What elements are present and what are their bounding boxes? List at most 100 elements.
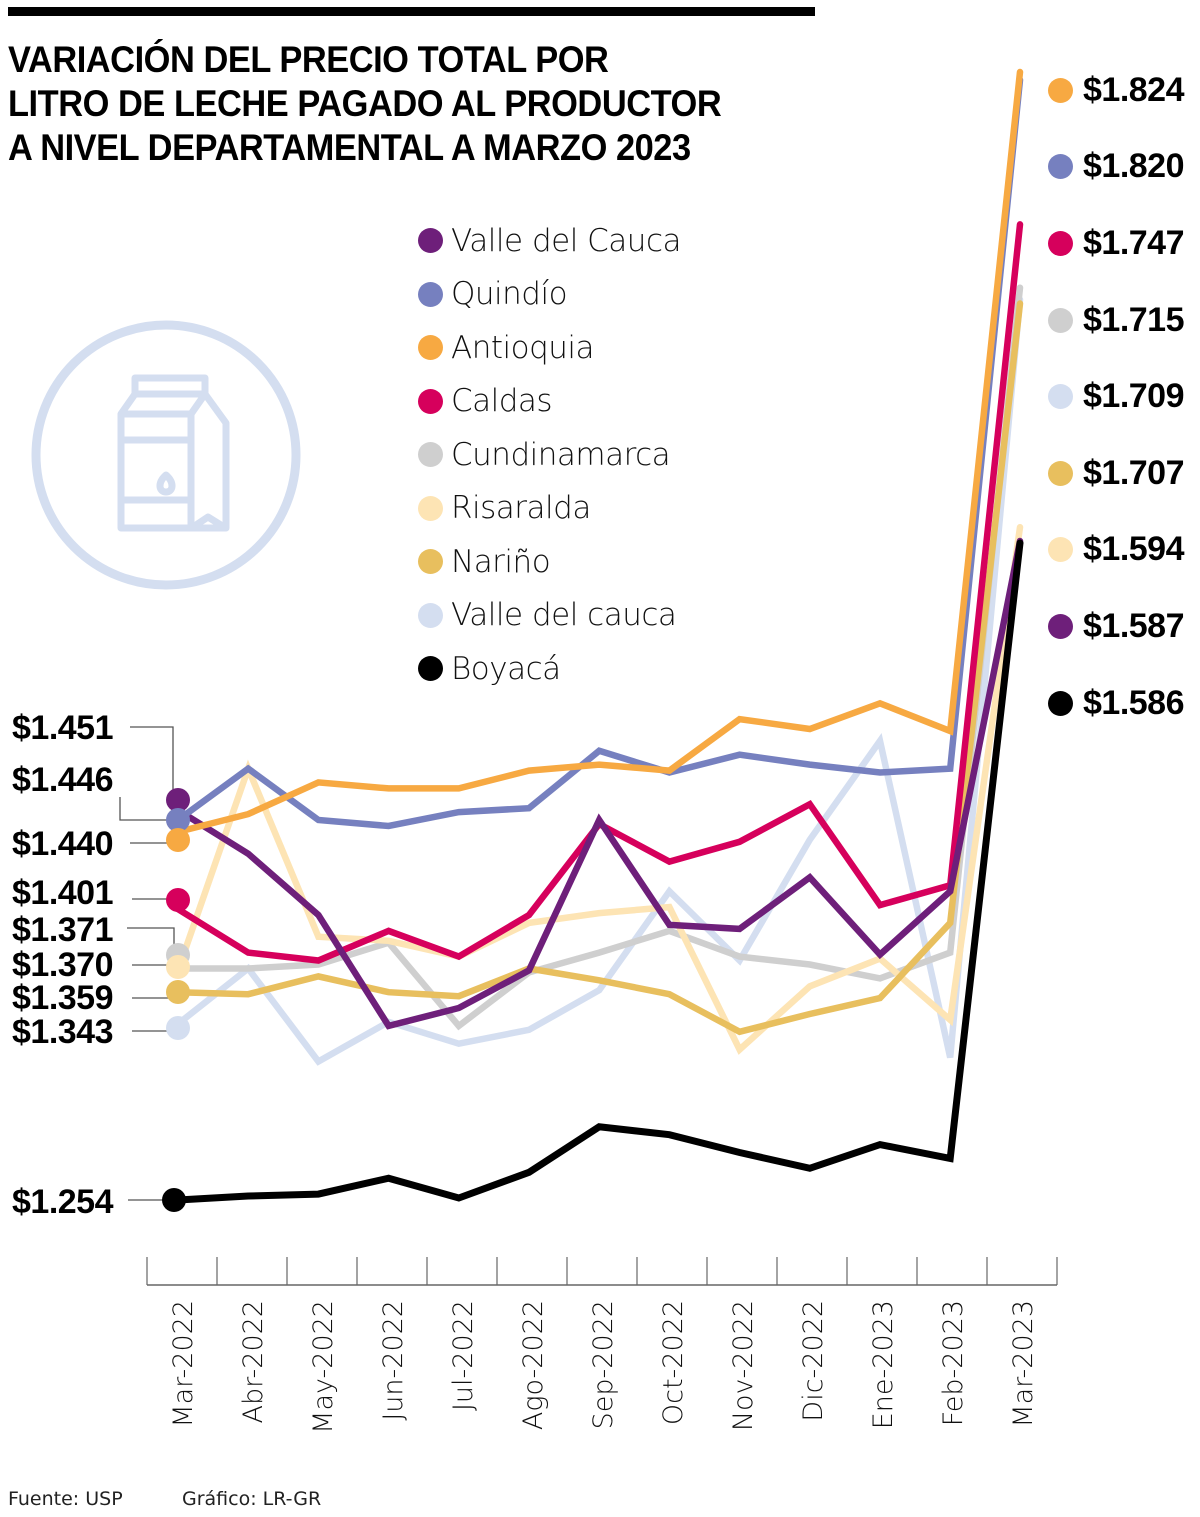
start-marker <box>166 828 190 852</box>
source-note: Fuente: USP <box>8 1488 123 1510</box>
x-tick-labels: Mar-2022 Abr-2022 May-2022 Jun-2022 Jul-2022… <box>168 1300 1039 1434</box>
start-value-label: $1.371 <box>12 911 114 949</box>
legend-swatch <box>418 335 443 361</box>
end-value-label: $1.824 <box>1083 70 1185 109</box>
end-value-swatch <box>1048 460 1073 486</box>
leader-lines <box>119 726 175 1201</box>
leader-line <box>127 927 175 950</box>
legend-swatch <box>418 228 443 254</box>
x-tick-label: Feb-2023 <box>938 1300 969 1426</box>
end-value-swatch <box>1048 230 1073 256</box>
legend-item: Boyacá <box>418 642 681 696</box>
legend-item: Caldas <box>418 375 681 429</box>
x-tick-label: Oct-2022 <box>658 1300 689 1425</box>
start-marker <box>162 1188 186 1212</box>
series-line-0 <box>174 537 1024 1030</box>
legend-swatch <box>418 656 443 682</box>
start-value-label: $1.451 <box>12 709 114 747</box>
start-value-label: $1.359 <box>12 979 114 1017</box>
legend-label: Valle del cauca <box>451 597 677 634</box>
end-value-item: $1.707 <box>1048 435 1185 512</box>
legend-item: Valle del Cauca <box>418 214 682 268</box>
start-value-label: $1.446 <box>12 761 114 799</box>
leader-line <box>130 726 174 793</box>
series-line-1 <box>174 76 1024 830</box>
end-value-label: $1.715 <box>1083 300 1185 339</box>
legend-swatch <box>418 602 443 628</box>
end-value-label: $1.820 <box>1083 147 1185 186</box>
x-tick-label: Dic-2022 <box>798 1300 829 1422</box>
end-value-item: $1.709 <box>1048 358 1185 435</box>
end-value-swatch <box>1048 77 1073 103</box>
end-value-label: $1.587 <box>1083 606 1185 645</box>
end-value-labels: $1.824 $1.820 $1.747 $1.715 $1.709 $1.707 $1.5… <box>1048 52 1185 742</box>
x-tick-label: Mar-2022 <box>168 1300 199 1428</box>
end-value-item: $1.824 <box>1048 52 1185 129</box>
legend-swatch <box>418 495 443 521</box>
legend-item: Nariño <box>418 535 681 589</box>
legend-label: Nariño <box>451 543 551 580</box>
end-value-label: $1.707 <box>1083 453 1185 492</box>
end-value-item: $1.820 <box>1048 129 1185 206</box>
start-marker <box>166 1016 190 1040</box>
legend-label: Boyacá <box>451 650 561 687</box>
start-marker <box>166 955 190 979</box>
legend-item: Risaralda <box>418 482 681 536</box>
x-tick-label: Sep-2022 <box>588 1300 619 1429</box>
x-tick-label: Ago-2022 <box>518 1300 549 1430</box>
x-tick-label: Jun-2022 <box>378 1300 409 1421</box>
end-value-swatch <box>1048 307 1073 333</box>
x-tick-label: Abr-2022 <box>238 1300 269 1423</box>
x-tick-label: Ene-2023 <box>868 1300 899 1429</box>
x-axis <box>146 1257 1058 1286</box>
start-marker <box>166 980 190 1004</box>
end-value-item: $1.586 <box>1048 665 1185 742</box>
series-line-8 <box>174 539 1024 1204</box>
credit-note: Gráfico: LR-GR <box>182 1488 322 1510</box>
start-value-label: $1.440 <box>12 825 114 863</box>
legend-label: Valle del Cauca <box>451 222 682 259</box>
start-value-label: $1.343 <box>12 1013 114 1051</box>
start-marker <box>166 788 190 812</box>
series-line-2 <box>174 68 1024 836</box>
start-markers <box>162 788 190 1212</box>
end-value-swatch <box>1048 690 1073 716</box>
x-tick-label: Mar-2023 <box>1008 1300 1039 1428</box>
chart-title: VARIACIÓN DEL PRECIO TOTAL POR LITRO DE … <box>8 39 722 168</box>
series-line-7 <box>174 296 1024 1066</box>
legend-item: Valle del cauca <box>418 589 681 643</box>
legend-swatch <box>418 388 443 414</box>
legend-label: Cundinamarca <box>451 436 671 473</box>
start-value-label: $1.254 <box>12 1183 114 1221</box>
end-value-label: $1.747 <box>1083 223 1185 262</box>
start-marker <box>166 888 190 912</box>
legend-item: Cundinamarca <box>418 428 681 482</box>
legend: Valle del Cauca Quindío Antioquia Caldas Cun… <box>418 214 682 696</box>
legend-swatch <box>418 281 443 307</box>
x-tick-label: May-2022 <box>308 1300 339 1434</box>
end-value-item: $1.587 <box>1048 588 1185 665</box>
x-tick-label: Jul-2022 <box>448 1300 479 1411</box>
legend-label: Antioquia <box>451 329 595 366</box>
end-value-swatch <box>1048 537 1073 563</box>
end-value-swatch <box>1048 384 1073 410</box>
legend-label: Caldas <box>451 383 553 420</box>
end-value-label: $1.709 <box>1083 377 1185 416</box>
end-value-item: $1.594 <box>1048 512 1185 589</box>
end-value-label: $1.594 <box>1083 530 1185 569</box>
series-line-4 <box>174 284 1024 1031</box>
start-value-label: $1.401 <box>12 874 114 912</box>
series-lines <box>174 68 1024 1204</box>
legend-label: Risaralda <box>451 490 591 527</box>
end-value-item: $1.715 <box>1048 282 1185 359</box>
legend-label: Quindío <box>451 276 568 313</box>
legend-swatch <box>418 442 443 468</box>
start-value-label: $1.370 <box>12 946 114 984</box>
x-tick-label: Nov-2022 <box>728 1300 759 1431</box>
end-value-swatch <box>1048 154 1073 180</box>
milk-carton-icon <box>26 315 306 600</box>
top-rule <box>8 7 815 16</box>
series-line-6 <box>174 300 1024 1036</box>
leader-line <box>119 797 175 821</box>
